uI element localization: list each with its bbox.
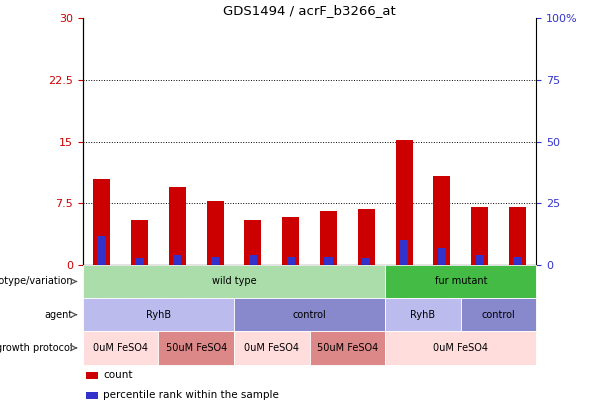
Text: RyhB: RyhB [411,310,435,320]
Text: control: control [292,310,327,320]
Text: percentile rank within the sample: percentile rank within the sample [104,390,280,400]
Text: 0uM FeSO4: 0uM FeSO4 [244,343,299,353]
Text: agent: agent [45,310,73,320]
Bar [86,372,98,379]
Text: 50uM FeSO4: 50uM FeSO4 [317,343,378,353]
Bar [169,187,186,265]
Text: count: count [104,370,133,380]
Text: RyhB: RyhB [146,310,171,320]
Text: 0uM FeSO4: 0uM FeSO4 [93,343,148,353]
Bar [400,240,408,265]
Bar [249,255,257,265]
Bar [395,140,413,265]
Text: fur mutant: fur mutant [435,277,487,286]
Bar [282,217,299,265]
Bar [320,211,337,265]
Bar [324,257,333,265]
Bar [433,176,451,265]
Bar [131,220,148,265]
Bar [513,257,522,265]
Bar [211,257,219,265]
Bar [207,201,224,265]
Text: genotype/variation: genotype/variation [0,277,73,286]
Text: growth protocol: growth protocol [0,343,73,353]
Bar [438,248,446,265]
Bar [97,236,106,265]
Bar [173,255,181,265]
Bar [509,207,526,265]
Text: 0uM FeSO4: 0uM FeSO4 [433,343,489,353]
Bar [471,207,488,265]
Text: control: control [482,310,516,320]
Bar [86,392,98,399]
Bar [286,257,295,265]
Bar [245,220,261,265]
Bar [362,258,370,265]
Text: wild type: wild type [211,277,256,286]
Bar [476,255,484,265]
Bar [93,179,110,265]
Text: 50uM FeSO4: 50uM FeSO4 [166,343,227,353]
Bar [135,258,143,265]
Title: GDS1494 / acrF_b3266_at: GDS1494 / acrF_b3266_at [223,4,396,17]
Bar [358,209,375,265]
